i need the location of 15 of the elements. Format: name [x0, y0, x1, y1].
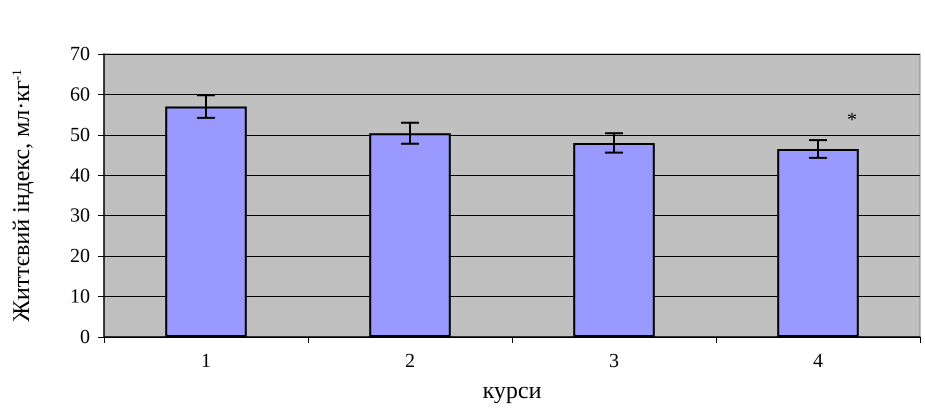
y-tick-label: 40 — [70, 164, 90, 186]
y-tick-label: 60 — [70, 83, 90, 106]
y-tick-label: 10 — [70, 286, 90, 308]
x-tick-label: 2 — [405, 350, 415, 372]
y-tick-label: 20 — [70, 245, 90, 268]
y-tick-label: 70 — [70, 43, 90, 65]
y-tick-label: 30 — [70, 204, 90, 227]
x-tick-label: 3 — [609, 350, 619, 372]
x-axis-title: курси — [482, 378, 542, 404]
x-tick-label: 4 — [813, 350, 823, 372]
y-tick-label: 0 — [80, 326, 90, 348]
y-tick-label: 50 — [70, 124, 90, 146]
annotation: * — [847, 109, 857, 131]
x-tick-label: 1 — [201, 350, 211, 372]
y-axis-title: Життєвий індекс, мл·кг-1 — [9, 69, 35, 322]
